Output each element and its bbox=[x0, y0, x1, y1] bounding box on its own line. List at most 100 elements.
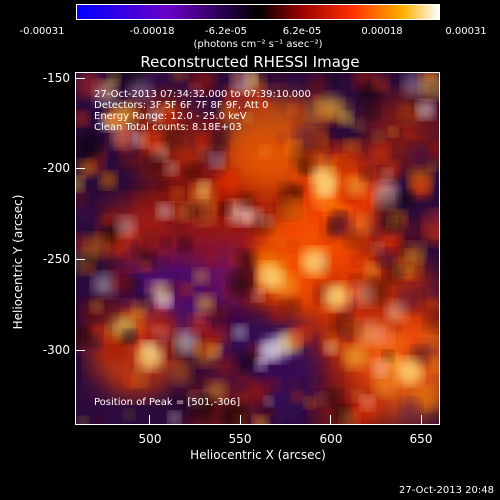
intensity-speckle bbox=[429, 297, 439, 311]
x-tick-label: 550 bbox=[228, 432, 252, 446]
intensity-speckle bbox=[357, 238, 378, 259]
intensity-speckle bbox=[171, 280, 192, 301]
intensity-speckle bbox=[315, 92, 343, 121]
intensity-speckle bbox=[343, 138, 361, 155]
intensity-speckle bbox=[238, 192, 256, 211]
info-energy-range: Energy Range: 12.0 - 25.0 keV bbox=[94, 111, 247, 122]
intensity-speckle bbox=[351, 281, 377, 307]
intensity-speckle bbox=[228, 253, 242, 267]
y-axis-label: Heliocentric Y (arcsec) bbox=[11, 194, 25, 330]
intensity-speckle bbox=[423, 284, 439, 299]
intensity-speckle bbox=[76, 110, 90, 127]
x-tick-mark bbox=[421, 415, 422, 425]
colorbar-tick: 6.2e-05 bbox=[282, 26, 322, 37]
intensity-speckle bbox=[330, 313, 352, 336]
intensity-speckle bbox=[375, 96, 385, 107]
intensity-speckle bbox=[137, 293, 153, 308]
intensity-speckle bbox=[129, 78, 156, 105]
intensity-speckle bbox=[213, 122, 232, 141]
intensity-speckle bbox=[168, 360, 194, 386]
intensity-speckle bbox=[303, 396, 316, 409]
intensity-speckle bbox=[409, 177, 432, 200]
intensity-speckle bbox=[391, 241, 403, 253]
intensity-speckle bbox=[232, 73, 251, 85]
y-tick-mark bbox=[75, 350, 85, 351]
intensity-speckle bbox=[183, 162, 202, 180]
info-peak-position: Position of Peak = [501,-306] bbox=[94, 397, 241, 408]
intensity-speckle bbox=[192, 340, 219, 367]
intensity-speckle bbox=[359, 167, 372, 181]
intensity-speckle bbox=[292, 186, 303, 197]
x-tick-mark bbox=[149, 415, 150, 425]
intensity-speckle bbox=[203, 251, 219, 267]
intensity-speckle bbox=[99, 171, 117, 190]
intensity-speckle bbox=[342, 151, 366, 175]
intensity-speckle bbox=[381, 168, 394, 181]
intensity-speckle bbox=[77, 378, 106, 407]
image-plot: 27-Oct-2013 07:34:32.000 to 07:39:10.000… bbox=[75, 72, 440, 425]
intensity-speckle bbox=[140, 129, 165, 154]
intensity-speckle bbox=[376, 193, 401, 219]
intensity-speckle bbox=[396, 112, 416, 131]
rhessi-image bbox=[76, 73, 439, 424]
intensity-speckle bbox=[350, 212, 373, 235]
intensity-speckle bbox=[236, 392, 248, 404]
intensity-speckle bbox=[231, 324, 248, 341]
intensity-speckle bbox=[277, 132, 289, 144]
intensity-speckle bbox=[160, 236, 172, 249]
intensity-speckle bbox=[290, 298, 303, 311]
intensity-speckle bbox=[364, 262, 380, 278]
info-clean-counts: Clean Total counts: 8.18E+03 bbox=[94, 122, 242, 133]
intensity-speckle bbox=[237, 370, 250, 383]
intensity-speckle bbox=[289, 324, 311, 347]
x-tick-mark bbox=[330, 415, 331, 425]
intensity-speckle bbox=[406, 332, 424, 350]
intensity-speckle bbox=[189, 180, 218, 209]
intensity-speckle bbox=[398, 218, 425, 244]
intensity-speckle bbox=[324, 388, 344, 408]
intensity-speckle bbox=[266, 377, 282, 392]
intensity-speckle bbox=[107, 121, 132, 147]
intensity-speckle bbox=[152, 315, 174, 338]
intensity-speckle bbox=[174, 202, 194, 222]
intensity-speckle bbox=[170, 187, 185, 202]
intensity-speckle bbox=[372, 372, 397, 398]
intensity-speckle bbox=[399, 398, 422, 421]
intensity-speckle bbox=[246, 380, 269, 403]
intensity-speckle bbox=[154, 177, 167, 190]
intensity-speckle bbox=[252, 402, 266, 416]
intensity-speckle bbox=[93, 80, 120, 107]
intensity-speckle bbox=[102, 227, 116, 241]
colorbar bbox=[76, 4, 440, 20]
intensity-speckle bbox=[132, 244, 147, 260]
intensity-speckle bbox=[166, 221, 186, 240]
intensity-speckle bbox=[344, 230, 364, 250]
y-tick-mark bbox=[75, 259, 85, 260]
intensity-speckle bbox=[383, 263, 404, 284]
x-tick-mark bbox=[240, 415, 241, 425]
intensity-speckle bbox=[382, 350, 394, 362]
bright-source bbox=[300, 248, 329, 276]
intensity-speckle bbox=[252, 415, 269, 424]
intensity-speckle bbox=[76, 176, 85, 192]
intensity-speckle bbox=[217, 171, 240, 194]
intensity-speckle bbox=[257, 340, 279, 363]
x-tick-label: 500 bbox=[138, 432, 162, 446]
colorbar-tick: -0.00018 bbox=[129, 26, 175, 37]
plot-title: Reconstructed RHESSI Image bbox=[140, 53, 360, 71]
intensity-speckle bbox=[149, 73, 171, 87]
intensity-speckle bbox=[76, 204, 95, 224]
intensity-speckle bbox=[242, 112, 253, 123]
intensity-speckle bbox=[156, 103, 180, 128]
intensity-speckle bbox=[168, 411, 181, 424]
intensity-speckle bbox=[427, 355, 439, 373]
intensity-speckle bbox=[372, 75, 389, 92]
intensity-speckle bbox=[221, 402, 249, 424]
intensity-speckle bbox=[306, 74, 330, 98]
intensity-speckle bbox=[429, 141, 439, 159]
bright-source bbox=[395, 357, 424, 386]
intensity-speckle bbox=[145, 153, 168, 177]
intensity-speckle bbox=[354, 396, 380, 423]
intensity-speckle bbox=[397, 308, 425, 337]
intensity-speckle bbox=[101, 214, 112, 225]
